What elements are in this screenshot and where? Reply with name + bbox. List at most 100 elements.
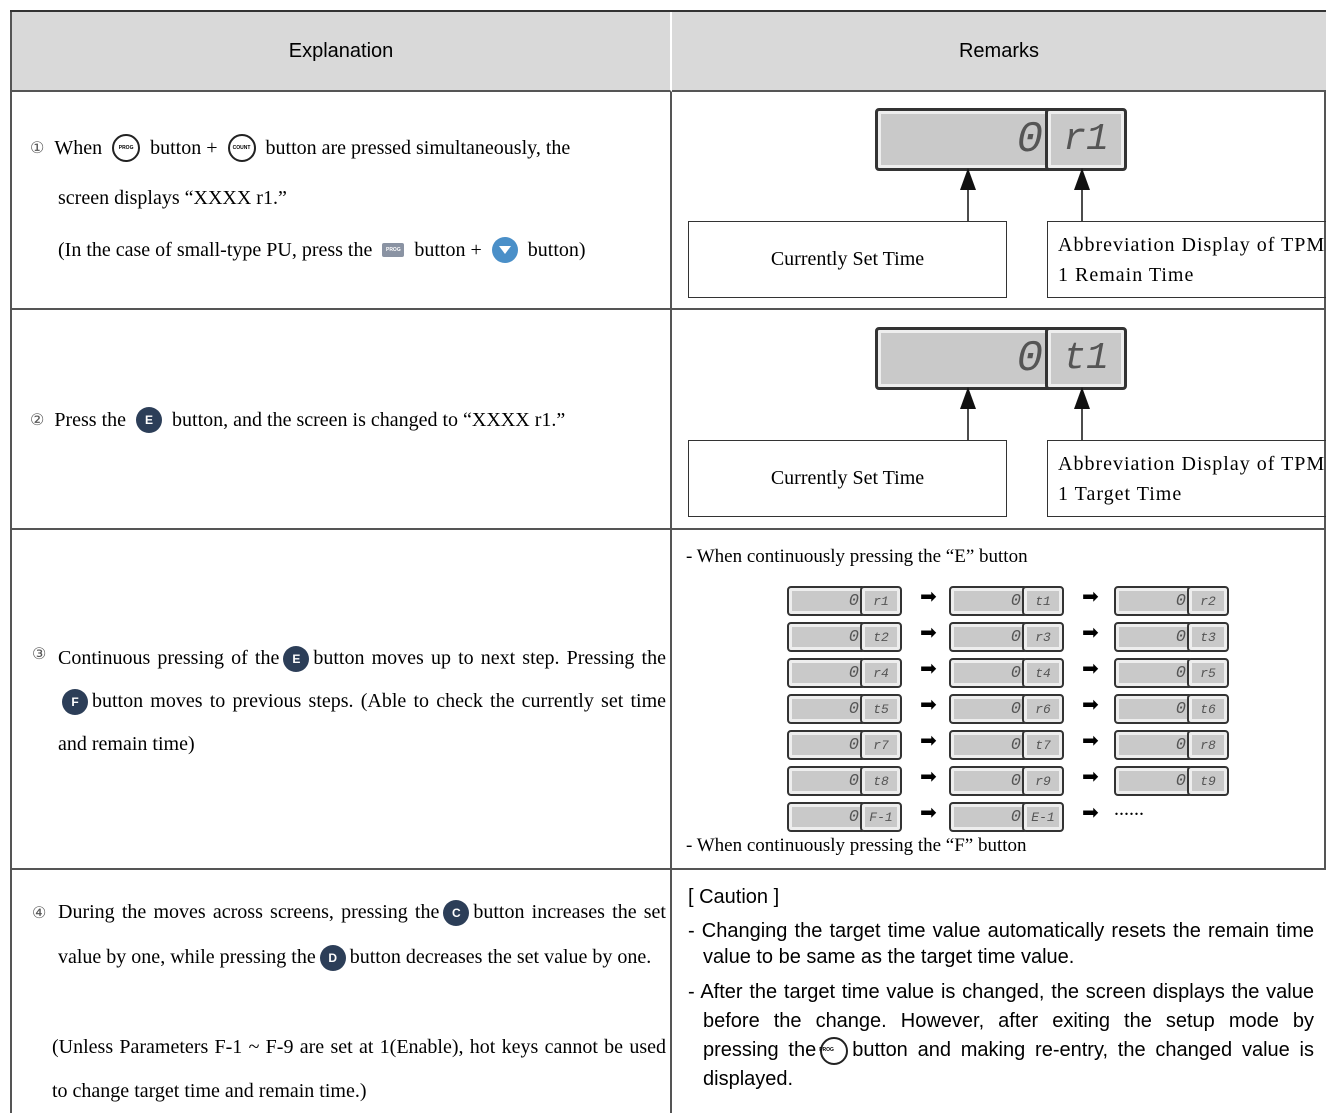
text: button + bbox=[150, 136, 218, 159]
display-code: r8 bbox=[1187, 730, 1229, 760]
text: button + bbox=[414, 238, 482, 261]
text: E bbox=[283, 646, 310, 673]
display-code: r3 bbox=[1022, 622, 1064, 652]
display-value: 0 bbox=[949, 694, 1028, 724]
arrow: ➡ bbox=[1082, 586, 1099, 608]
display-value: 0 bbox=[1114, 622, 1193, 652]
arrow: ➡ bbox=[920, 622, 937, 644]
display-code: t9 bbox=[1187, 766, 1229, 796]
text: C bbox=[443, 900, 470, 927]
display-value: 0 bbox=[1114, 586, 1193, 616]
display-code: t8 bbox=[860, 766, 902, 796]
arrow: ➡ bbox=[1082, 694, 1099, 716]
arrow: ➡ bbox=[920, 766, 937, 788]
text: Continuous pressing of the bbox=[58, 647, 280, 669]
text: (In the case of small-type PU, press the bbox=[58, 238, 373, 261]
arrow: ➡ bbox=[920, 586, 937, 608]
display-value: 0 bbox=[787, 622, 866, 652]
display-value: 0 bbox=[949, 658, 1028, 688]
display-value: 0 bbox=[875, 327, 1054, 390]
display-value: 0 bbox=[949, 766, 1028, 796]
text: button moves to previous steps. (Able to… bbox=[58, 690, 666, 755]
arrow: ➡ bbox=[1082, 730, 1099, 752]
text: When bbox=[54, 136, 103, 159]
display-code: r2 bbox=[1187, 586, 1229, 616]
text: button are pressed simultaneously, the bbox=[265, 136, 571, 159]
arrow bbox=[960, 168, 976, 221]
display-code: E-1 bbox=[1022, 802, 1064, 832]
text-line: During the moves across screens, pressin… bbox=[58, 890, 666, 980]
arrow: ➡ bbox=[920, 802, 937, 824]
display-code: t6 bbox=[1187, 694, 1229, 724]
text: ① bbox=[30, 140, 45, 157]
text: F bbox=[62, 689, 88, 716]
label-box: Currently Set Time bbox=[688, 440, 1007, 517]
header-text: Remarks bbox=[958, 39, 1039, 62]
text: button and making re-entry, the changed … bbox=[703, 1039, 1314, 1090]
label-box: Abbreviation Display of TPM 1 Target Tim… bbox=[1047, 440, 1326, 517]
text: - When continuously pressing the “E” but… bbox=[686, 546, 1028, 567]
text: PROG bbox=[382, 243, 405, 257]
display-value: 0 bbox=[787, 730, 866, 760]
text: PROG bbox=[112, 134, 141, 162]
cell: ① When PROG button + COUNT button are pressed… bbox=[10, 92, 672, 310]
cell: - When continuously pressing the “E” but… bbox=[672, 530, 1326, 870]
text: (Unless Parameters F-1 ~ F-9 are set at … bbox=[52, 1036, 666, 1102]
display-value: 0 bbox=[949, 622, 1028, 652]
display-value: 0 bbox=[787, 766, 866, 796]
text: D bbox=[319, 945, 346, 972]
text: button decreases the set value by one. bbox=[349, 946, 652, 968]
display-value: 0 bbox=[787, 802, 866, 832]
arrow: ➡ bbox=[920, 658, 937, 680]
display-code: r5 bbox=[1187, 658, 1229, 688]
display-value: 0 bbox=[1114, 694, 1193, 724]
text-line: ① When PROG button + COUNT button are pressed… bbox=[30, 134, 570, 162]
display-code: r7 bbox=[860, 730, 902, 760]
text-line: screen displays “XXXX r1.” bbox=[58, 187, 287, 210]
display-value: 0 bbox=[949, 730, 1028, 760]
text: button moves up to next step. Pressing t… bbox=[313, 647, 666, 669]
display-value: 0 bbox=[787, 658, 866, 688]
cell: 0 r1 Currently Set Time Abbreviation Displa… bbox=[672, 92, 1326, 310]
display-value: 0 bbox=[787, 586, 866, 616]
display-code: t4 bbox=[1022, 658, 1064, 688]
display-value: 0 bbox=[875, 108, 1054, 171]
display-code: t3 bbox=[1187, 622, 1229, 652]
text: [ Caution ] bbox=[688, 886, 780, 908]
display-code: t1 bbox=[1022, 586, 1064, 616]
text: - When continuously pressing the “F” but… bbox=[686, 835, 1027, 856]
label-box: Abbreviation Display of TPM 1 Remain Tim… bbox=[1047, 221, 1326, 298]
text: - Changing the target time value automat… bbox=[688, 920, 1314, 968]
text: button increases the set value by one, w… bbox=[58, 901, 666, 968]
text: screen displays “XXXX r1.” bbox=[58, 187, 287, 209]
display-code: r1 bbox=[1045, 108, 1127, 171]
arrow bbox=[1074, 168, 1090, 221]
arrow bbox=[1074, 387, 1090, 440]
ellipsis: ...... bbox=[1114, 798, 1144, 820]
text: Press the bbox=[54, 408, 127, 431]
display-code: t1 bbox=[1045, 327, 1127, 390]
text: button) bbox=[527, 238, 586, 261]
display-value: 0 bbox=[949, 802, 1028, 832]
text: E bbox=[136, 407, 163, 433]
icon bbox=[498, 246, 511, 254]
display-code: r4 bbox=[860, 658, 902, 688]
text: COUNT bbox=[227, 134, 256, 162]
display-code: t5 bbox=[860, 694, 902, 724]
arrow: ➡ bbox=[1082, 658, 1099, 680]
top-rule bbox=[10, 10, 1326, 12]
text: ③ bbox=[32, 646, 47, 663]
text-line: (In the case of small-type PU, press the… bbox=[58, 237, 586, 263]
display-value: 0 bbox=[949, 586, 1028, 616]
arrow: ➡ bbox=[1082, 766, 1099, 788]
label-box: Currently Set Time bbox=[688, 221, 1007, 298]
text: PROG bbox=[819, 1036, 849, 1065]
arrow: ➡ bbox=[1082, 622, 1099, 644]
cell: 0 t1 Currently Set Time Abbreviation Displa… bbox=[672, 310, 1326, 530]
